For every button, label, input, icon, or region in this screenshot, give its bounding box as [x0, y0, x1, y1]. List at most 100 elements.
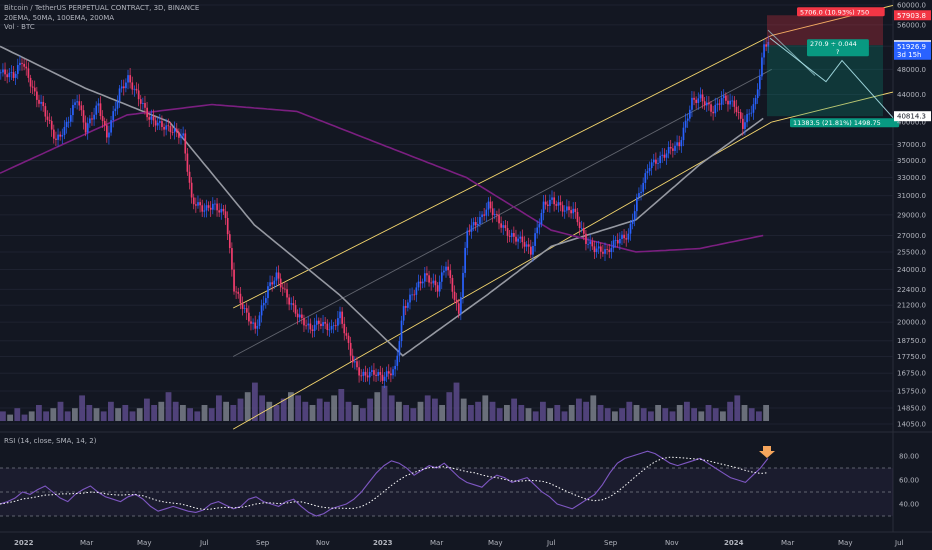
candle-body: [332, 325, 335, 327]
y-tick-label: 37000.0: [897, 141, 926, 149]
candle-body: [205, 205, 208, 211]
volume-bar: [86, 405, 93, 421]
candle-body: [608, 249, 611, 253]
candle-body: [479, 217, 481, 224]
candle-body: [127, 75, 129, 83]
candle-body: [534, 233, 536, 246]
candle-body: [271, 282, 274, 285]
candle-body: [513, 233, 515, 237]
volume-bar: [626, 401, 633, 421]
candle-body: [525, 244, 528, 247]
volume-bar: [237, 398, 244, 421]
volume-bar: [396, 401, 402, 421]
candle-body: [12, 72, 15, 78]
candle-body: [578, 222, 581, 228]
volume-bar: [295, 395, 301, 421]
candle-body: [602, 251, 604, 254]
volume-bar: [79, 395, 85, 421]
volume-bar: [201, 405, 208, 421]
candle-body: [457, 303, 460, 314]
candle-body: [212, 203, 214, 210]
volume-bar: [136, 408, 143, 421]
volume-bar: [122, 405, 129, 421]
volume-bar: [115, 408, 121, 421]
candle-body: [424, 273, 426, 282]
candle-body: [161, 121, 163, 127]
candle-body: [737, 112, 740, 113]
candle-body: [78, 101, 81, 106]
volume-bar: [424, 395, 431, 421]
candle-body: [95, 105, 98, 115]
y-tick-label: 25500.0: [897, 248, 926, 256]
candle-body: [150, 116, 153, 120]
ma-200MA-line: [0, 103, 764, 253]
volume-bar: [669, 411, 676, 421]
volume-bar: [720, 411, 726, 421]
candle-body: [744, 122, 746, 129]
candle-body: [76, 101, 79, 103]
candle-body: [585, 233, 587, 244]
candle-body: [144, 102, 146, 108]
candle-body: [398, 341, 401, 356]
volume-bar: [14, 408, 21, 421]
candle-body: [318, 320, 320, 324]
candle-body: [23, 63, 26, 67]
volume-bar: [324, 401, 330, 421]
candle-body: [419, 281, 422, 284]
stop-info-box: [797, 7, 885, 17]
candle-body: [455, 299, 458, 304]
candle-body: [122, 86, 125, 89]
candle-body: [188, 171, 191, 183]
candle-body: [53, 129, 55, 139]
volume-bar: [93, 408, 100, 421]
candle-body: [48, 119, 51, 121]
candle-body: [466, 230, 469, 248]
candle-body: [417, 281, 420, 288]
y-tick-label: 24000.0: [897, 266, 926, 274]
candle-body: [163, 126, 165, 130]
candle-body: [646, 171, 649, 174]
candle-body: [328, 329, 331, 331]
x-tick-label: 2022: [14, 539, 34, 547]
candle-body: [366, 375, 369, 378]
candle-body: [385, 371, 388, 377]
candle-body: [112, 111, 115, 121]
candle-body: [750, 112, 753, 114]
candle-body: [644, 173, 647, 183]
candle-body: [595, 248, 598, 253]
candle-body: [69, 115, 72, 122]
candle-body: [33, 87, 36, 92]
candle-body: [190, 182, 193, 198]
candle-body: [343, 323, 346, 334]
volume-bar: [496, 408, 503, 421]
volume-bar: [345, 401, 352, 421]
candle-body: [587, 243, 589, 245]
volume-bar: [518, 405, 525, 421]
candle-body: [610, 248, 613, 253]
candle-body: [523, 242, 526, 247]
candle-body: [621, 234, 623, 239]
candle-body: [197, 202, 199, 206]
candle-body: [368, 371, 371, 378]
candle-body: [129, 75, 132, 83]
volume-bar: [583, 401, 589, 421]
x-tick-label: May: [137, 539, 151, 547]
volume-bar: [21, 414, 28, 421]
volume-bar: [288, 392, 294, 421]
x-tick-label: Nov: [316, 539, 330, 547]
volume-bar: [352, 405, 359, 421]
candle-body: [362, 371, 365, 376]
candle-body: [358, 367, 360, 376]
candle-body: [500, 223, 503, 228]
candle-body: [731, 100, 734, 102]
x-tick-label: May: [488, 539, 502, 547]
volume-bar: [367, 398, 373, 421]
candle-body: [574, 208, 577, 212]
candle-body: [517, 238, 519, 242]
candle-body: [720, 97, 723, 105]
candle-body: [349, 342, 352, 356]
volume-bar: [302, 401, 309, 421]
candle-body: [684, 120, 687, 128]
